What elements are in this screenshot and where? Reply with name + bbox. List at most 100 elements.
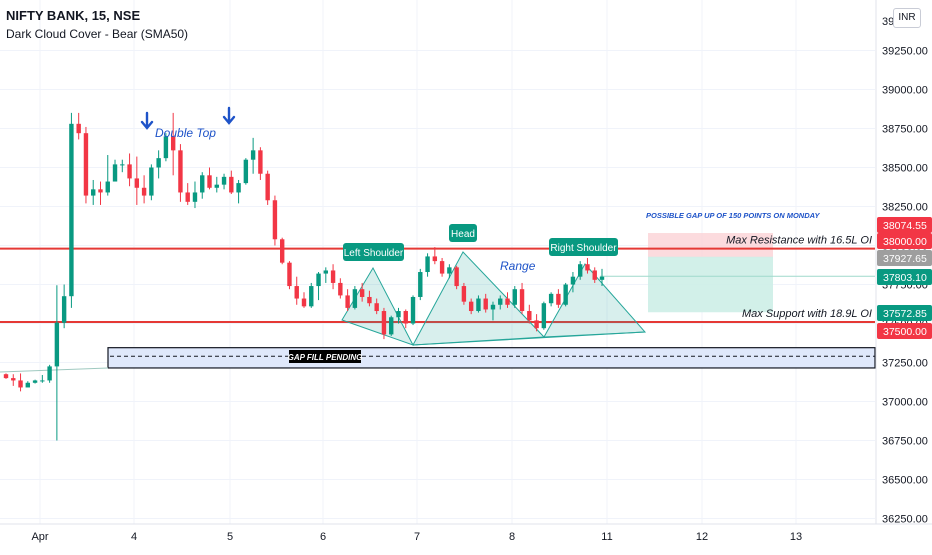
- candle-body: [11, 378, 16, 381]
- candle-body: [556, 293, 561, 305]
- pattern-label-box: [549, 238, 618, 256]
- time-tick: 13: [790, 531, 802, 543]
- price-tag-box: [877, 269, 932, 285]
- candle-body: [476, 298, 481, 312]
- price-tick: 37000.00: [882, 397, 928, 409]
- candle-body: [439, 261, 445, 274]
- candle-body: [98, 189, 103, 193]
- head-label: Head: [451, 229, 475, 240]
- candle-body: [352, 289, 358, 308]
- range-label: Range: [500, 259, 536, 273]
- gap-up-note: POSSIBLE GAP UP OF 150 POINTS ON MONDAY: [646, 211, 820, 220]
- candle-body: [272, 200, 278, 240]
- candle-body: [418, 272, 423, 297]
- candle-body: [185, 192, 190, 202]
- price-tick: 39: [882, 16, 894, 28]
- price-tag-box: [877, 305, 932, 321]
- candle-body: [367, 296, 372, 304]
- candle-body: [563, 284, 568, 305]
- price-tick: 39250.00: [882, 46, 928, 58]
- zones: GAP FILL PENDING: [0, 233, 876, 373]
- gap-label: GAP FILL PENDING: [288, 353, 363, 362]
- candle-body: [91, 189, 96, 196]
- candle-body: [432, 256, 438, 262]
- target-box-red: [648, 233, 773, 258]
- price-tag-box: [877, 250, 932, 266]
- candle-body: [229, 176, 234, 193]
- candle-body: [498, 298, 503, 305]
- candle-body: [207, 175, 212, 188]
- candle-body: [396, 311, 401, 318]
- candle-body: [236, 183, 241, 193]
- candle-body: [250, 150, 256, 160]
- gap-zone-band: [107, 347, 876, 369]
- candle-body: [490, 304, 496, 310]
- candle-body: [359, 289, 365, 297]
- target-box-green: [648, 256, 773, 313]
- candle-body: [83, 133, 89, 196]
- candle-body: [32, 380, 38, 383]
- symbol-title[interactable]: NIFTY BANK, 15, NSE: [6, 8, 141, 23]
- candle-body: [599, 276, 605, 280]
- price-tag: 37803.10: [883, 272, 927, 284]
- candle-body: [585, 264, 590, 271]
- time-tick: Apr: [31, 531, 48, 543]
- candle-body: [47, 366, 52, 381]
- left-shoulder-label: Left Shoulder: [344, 248, 404, 259]
- candle-body: [338, 282, 343, 296]
- price-tag: 37927.65: [883, 253, 927, 265]
- time-axis: Apr 4 5 6 7 8 11 12 13: [0, 523, 932, 543]
- currency-button[interactable]: INR: [893, 8, 921, 28]
- candle-body: [519, 289, 525, 312]
- candle-body: [258, 150, 263, 174]
- candle-body: [447, 267, 452, 274]
- candle-body: [287, 262, 292, 287]
- candle-body: [541, 303, 547, 329]
- head-shoulders-pattern: [341, 251, 647, 346]
- candle-body: [141, 187, 147, 196]
- candle-body: [403, 311, 408, 324]
- candle-body: [570, 276, 576, 285]
- candle-body: [192, 192, 198, 202]
- candle-body: [323, 270, 329, 274]
- candle-body: [170, 136, 176, 151]
- time-tick: 12: [696, 531, 708, 543]
- candle-body: [309, 286, 314, 307]
- price-tick: 36500.00: [882, 475, 928, 487]
- indicator-label[interactable]: Dark Cloud Cover - Bear (SMA50): [6, 27, 189, 41]
- candle-body: [301, 298, 307, 307]
- price-tick: 38250.00: [882, 202, 928, 214]
- price-tick: 36250.00: [882, 514, 928, 526]
- candle-body: [468, 301, 474, 312]
- support-label: Max Support with 18.9L OI: [742, 308, 872, 320]
- price-tag: 38074.55: [883, 220, 927, 232]
- candle-body: [316, 273, 321, 287]
- down-arrow-icon: [222, 106, 236, 125]
- price-tag-box: [877, 323, 932, 339]
- candle-body: [214, 184, 219, 188]
- candle-body: [127, 164, 132, 179]
- candle-body: [18, 380, 23, 388]
- candle-body: [156, 158, 161, 168]
- candle-body: [294, 286, 299, 299]
- candle-body: [221, 176, 227, 185]
- right-shoulder-label: Right Shoulder: [550, 243, 617, 254]
- candle-body: [577, 264, 583, 277]
- candle-body: [163, 136, 169, 159]
- price-tick: 39000.00: [882, 85, 928, 97]
- candle-body: [265, 173, 270, 201]
- candle-body: [548, 293, 554, 304]
- candle-body: [410, 296, 416, 324]
- candle-body: [592, 270, 597, 280]
- price-tag-box: [877, 233, 932, 249]
- double-top-label: Double Top: [155, 126, 216, 140]
- price-axis: 36250.00 36500.00 36750.00 37000.00 37250.00…: [875, 0, 932, 526]
- levels: Max Resistance with 16.5L OI Max Support …: [0, 235, 875, 323]
- time-tick: 4: [131, 531, 137, 543]
- price-tag: 37572.85: [883, 308, 927, 320]
- down-arrow-icon: [140, 111, 154, 130]
- resistance-label: Max Resistance with 16.5L OI: [726, 235, 872, 247]
- candle-body: [534, 320, 539, 329]
